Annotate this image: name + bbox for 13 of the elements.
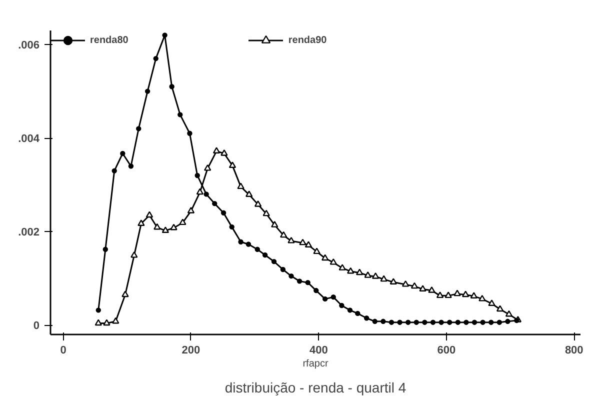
x-tick-label: 200 [182,344,200,356]
text: distribuição - renda - quartil 4 [224,380,406,396]
y-tick-label: .002 [18,226,40,239]
y-tick-label: .006 [18,40,40,52]
x-tick-label: 0 [60,344,66,356]
y-tick-label: 0 [33,320,40,332]
x-tick-label: 400 [310,344,328,356]
x-tick-label: 800 [564,344,584,356]
legend-label: renda90 [288,34,327,46]
legend-label: renda80 [90,34,128,46]
y-tick-label: .004 [18,133,40,146]
x-tick-label: 600 [437,344,456,356]
x-axis-title: rfapcr [302,358,329,370]
